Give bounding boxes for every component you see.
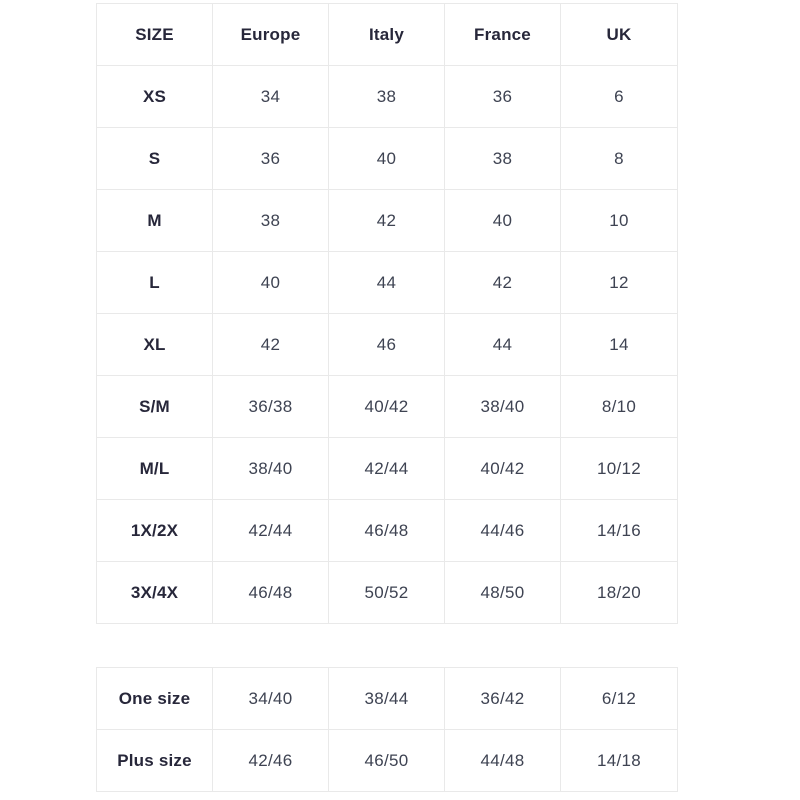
cell-value: 6 xyxy=(560,65,678,128)
row-label-s: S xyxy=(96,127,213,190)
cell-value: 14 xyxy=(560,313,678,376)
column-header-size: SIZE xyxy=(96,3,213,66)
cell-value: 38 xyxy=(328,65,445,128)
row-label-1x-2x: 1X/2X xyxy=(96,499,213,562)
cell-value: 14/18 xyxy=(560,729,678,792)
cell-value: 36 xyxy=(212,127,329,190)
cell-value: 12 xyxy=(560,251,678,314)
cell-value: 40 xyxy=(328,127,445,190)
size-conversion-table-primary: SIZE Europe Italy France UK XS 34 38 36 … xyxy=(96,3,678,624)
cell-value: 44 xyxy=(444,313,561,376)
table-row: Plus size 42/46 46/50 44/48 14/18 xyxy=(96,729,678,792)
table-header: SIZE Europe Italy France UK xyxy=(96,3,678,66)
size-conversion-table-secondary: One size 34/40 38/44 36/42 6/12 Plus siz… xyxy=(96,667,678,792)
cell-value: 38 xyxy=(212,189,329,252)
cell-value: 6/12 xyxy=(560,667,678,730)
cell-value: 42/44 xyxy=(212,499,329,562)
cell-value: 38/40 xyxy=(212,437,329,500)
cell-value: 50/52 xyxy=(328,561,445,624)
table-row: S/M 36/38 40/42 38/40 8/10 xyxy=(96,375,678,438)
column-header-europe: Europe xyxy=(212,3,329,66)
cell-value: 8/10 xyxy=(560,375,678,438)
size-conversion-table-primary-container: SIZE Europe Italy France UK XS 34 38 36 … xyxy=(96,3,678,624)
cell-value: 38 xyxy=(444,127,561,190)
cell-value: 44 xyxy=(328,251,445,314)
table-body: XS 34 38 36 6 S 36 40 38 8 M 38 42 xyxy=(96,65,678,624)
cell-value: 40/42 xyxy=(328,375,445,438)
table-body: One size 34/40 38/44 36/42 6/12 Plus siz… xyxy=(96,667,678,792)
cell-value: 34/40 xyxy=(212,667,329,730)
cell-value: 46/50 xyxy=(328,729,445,792)
table-row: XS 34 38 36 6 xyxy=(96,65,678,128)
cell-value: 14/16 xyxy=(560,499,678,562)
table-row: M/L 38/40 42/44 40/42 10/12 xyxy=(96,437,678,500)
cell-value: 40 xyxy=(444,189,561,252)
row-label-m: M xyxy=(96,189,213,252)
table-row: XL 42 46 44 14 xyxy=(96,313,678,376)
cell-value: 10 xyxy=(560,189,678,252)
row-label-s-m: S/M xyxy=(96,375,213,438)
cell-value: 10/12 xyxy=(560,437,678,500)
cell-value: 42 xyxy=(328,189,445,252)
row-label-xl: XL xyxy=(96,313,213,376)
cell-value: 42/46 xyxy=(212,729,329,792)
table-header-row: SIZE Europe Italy France UK xyxy=(96,3,678,66)
row-label-l: L xyxy=(96,251,213,314)
cell-value: 42/44 xyxy=(328,437,445,500)
table-row: 1X/2X 42/44 46/48 44/46 14/16 xyxy=(96,499,678,562)
cell-value: 46 xyxy=(328,313,445,376)
row-label-xs: XS xyxy=(96,65,213,128)
table-row: One size 34/40 38/44 36/42 6/12 xyxy=(96,667,678,730)
table-row: M 38 42 40 10 xyxy=(96,189,678,252)
table-row: L 40 44 42 12 xyxy=(96,251,678,314)
row-label-3x-4x: 3X/4X xyxy=(96,561,213,624)
table-row: S 36 40 38 8 xyxy=(96,127,678,190)
cell-value: 18/20 xyxy=(560,561,678,624)
cell-value: 48/50 xyxy=(444,561,561,624)
cell-value: 42 xyxy=(444,251,561,314)
cell-value: 46/48 xyxy=(212,561,329,624)
cell-value: 46/48 xyxy=(328,499,445,562)
cell-value: 44/48 xyxy=(444,729,561,792)
cell-value: 38/40 xyxy=(444,375,561,438)
cell-value: 36/38 xyxy=(212,375,329,438)
column-header-uk: UK xyxy=(560,3,678,66)
cell-value: 40/42 xyxy=(444,437,561,500)
row-label-one-size: One size xyxy=(96,667,213,730)
cell-value: 36/42 xyxy=(444,667,561,730)
size-conversion-table-secondary-container: One size 34/40 38/44 36/42 6/12 Plus siz… xyxy=(96,667,678,792)
cell-value: 8 xyxy=(560,127,678,190)
cell-value: 42 xyxy=(212,313,329,376)
cell-value: 40 xyxy=(212,251,329,314)
cell-value: 38/44 xyxy=(328,667,445,730)
column-header-france: France xyxy=(444,3,561,66)
table-row: 3X/4X 46/48 50/52 48/50 18/20 xyxy=(96,561,678,624)
cell-value: 34 xyxy=(212,65,329,128)
row-label-m-l: M/L xyxy=(96,437,213,500)
cell-value: 36 xyxy=(444,65,561,128)
column-header-italy: Italy xyxy=(328,3,445,66)
cell-value: 44/46 xyxy=(444,499,561,562)
row-label-plus-size: Plus size xyxy=(96,729,213,792)
